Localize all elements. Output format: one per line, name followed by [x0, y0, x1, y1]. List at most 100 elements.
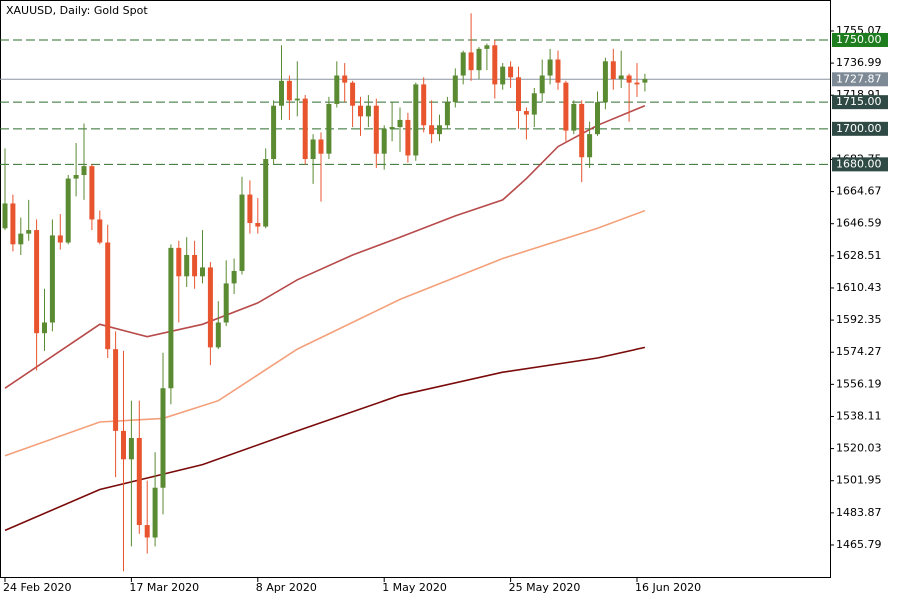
- candle-body: [286, 80, 292, 101]
- candle-body: [452, 75, 458, 103]
- candle-body: [279, 80, 284, 106]
- candle-body: [223, 283, 229, 323]
- candle-body: [484, 45, 490, 49]
- candle-body: [421, 84, 427, 126]
- level-label: 1680.00: [836, 157, 882, 170]
- x-tick-label: 25 May 2020: [509, 581, 581, 594]
- candle-body: [152, 487, 158, 538]
- candle-body: [342, 75, 348, 83]
- y-tick-label: 1501.95: [836, 474, 882, 487]
- candle-body: [49, 235, 55, 323]
- candle-body: [255, 222, 261, 227]
- level-label-box: [832, 32, 888, 47]
- candle-body: [381, 128, 387, 154]
- candle-body: [460, 52, 466, 76]
- level-label: 1750.00: [836, 33, 882, 46]
- candle-body: [397, 119, 403, 128]
- candle-body: [468, 52, 474, 71]
- y-tick-label: 1483.87: [836, 506, 882, 519]
- x-tick-label: 16 Jun 2020: [635, 581, 701, 594]
- candle-body: [610, 61, 616, 80]
- last-price-box: [832, 72, 888, 87]
- candle-body: [571, 103, 577, 131]
- candle-body: [184, 254, 190, 277]
- candle-body: [310, 139, 316, 160]
- candle-body: [602, 61, 608, 103]
- moving-average: [4, 209, 646, 457]
- candle-body: [160, 388, 166, 488]
- candle-body: [215, 322, 221, 348]
- plot-frame: [0, 0, 831, 578]
- candle-body: [405, 119, 411, 156]
- level-label: 1700.00: [836, 122, 882, 135]
- y-tick-label: 1574.27: [836, 345, 882, 358]
- candle-body: [97, 219, 103, 243]
- candle-body: [136, 437, 142, 526]
- y-tick-label: 1520.03: [836, 442, 882, 455]
- candle-body: [326, 103, 332, 154]
- y-tick-label: 1465.79: [836, 538, 882, 551]
- y-tick-label: 1664.67: [836, 185, 882, 198]
- candle-body: [523, 111, 529, 115]
- candle-body: [2, 203, 8, 229]
- candle-body: [200, 267, 205, 277]
- candle-body: [626, 75, 632, 83]
- candle-body: [334, 75, 340, 104]
- candle-body: [26, 230, 32, 234]
- candle-body: [128, 437, 134, 460]
- candle-body: [89, 166, 95, 220]
- candle-body: [263, 159, 269, 227]
- candle-body: [539, 75, 545, 94]
- candle-body: [373, 105, 379, 154]
- candle-body: [57, 235, 63, 243]
- candle-body: [587, 134, 593, 158]
- candle-body: [239, 194, 245, 271]
- candle-body: [476, 48, 482, 71]
- candle-body: [302, 98, 308, 160]
- candle-body: [429, 125, 435, 135]
- level-label: 1715.00: [836, 95, 882, 108]
- candle-body: [81, 166, 87, 176]
- candle-body: [365, 105, 371, 117]
- candle-body: [121, 430, 126, 460]
- candle-body: [294, 98, 300, 101]
- level-label-box: [832, 157, 888, 172]
- candle-body: [555, 59, 561, 83]
- candle-body: [350, 82, 356, 106]
- x-tick-label: 24 Feb 2020: [3, 581, 71, 594]
- x-tick-label: 17 Mar 2020: [129, 581, 199, 594]
- candle-body: [247, 194, 253, 223]
- candle-body: [18, 233, 24, 245]
- y-tick-label: 1538.11: [836, 409, 882, 422]
- candle-body: [437, 125, 442, 135]
- y-tick-label: 1592.35: [836, 313, 882, 326]
- candle-body: [547, 59, 553, 76]
- candle-body: [42, 322, 47, 334]
- candle-body: [500, 66, 506, 85]
- candle-body: [318, 139, 324, 154]
- moving-average: [4, 346, 646, 532]
- y-tick-label: 1736.99: [836, 56, 882, 69]
- candle-body: [10, 203, 16, 245]
- level-label-box: [832, 95, 888, 110]
- candle-body: [176, 247, 182, 277]
- x-tick-label: 8 Apr 2020: [256, 581, 317, 594]
- candle-body: [358, 105, 363, 117]
- candle-body: [563, 82, 569, 131]
- candle-body: [168, 247, 174, 389]
- candle-body: [516, 77, 521, 112]
- candle-body: [73, 175, 79, 179]
- candle-body: [389, 127, 395, 129]
- candle-body: [271, 105, 277, 160]
- candle-body: [642, 79, 648, 83]
- candle-body: [531, 93, 537, 115]
- candle-body: [508, 66, 514, 78]
- candle-body: [192, 254, 198, 277]
- candle-body: [634, 82, 640, 85]
- last-price-label: 1727.87: [836, 72, 882, 85]
- candle-body: [413, 84, 419, 156]
- candle-body: [579, 103, 585, 158]
- candle-body: [231, 270, 237, 284]
